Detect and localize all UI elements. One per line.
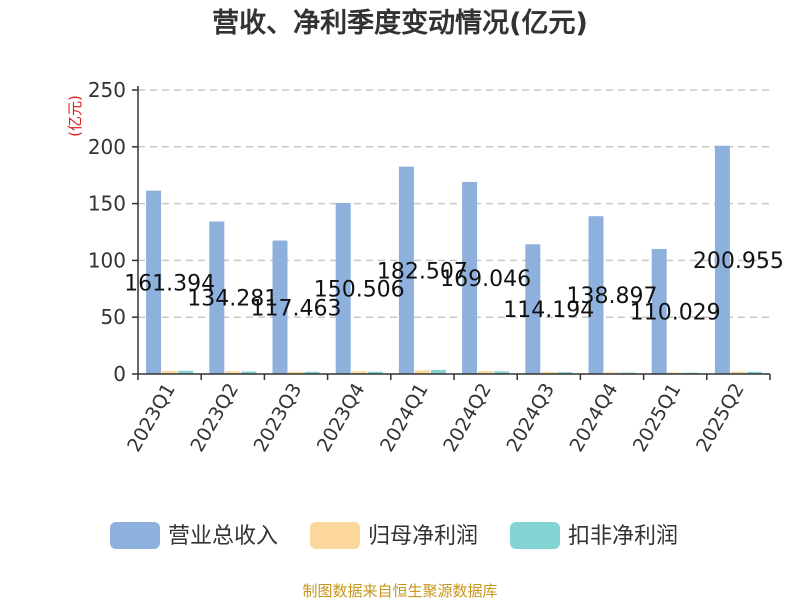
bar-net-profit	[730, 371, 746, 374]
bar-deducted-net-profit	[430, 369, 446, 374]
data-label: 150.506	[314, 278, 405, 303]
data-label: 117.463	[251, 296, 342, 321]
y-tick-label: 0	[113, 362, 126, 386]
bars	[146, 145, 762, 374]
data-label: 114.194	[503, 298, 594, 323]
data-label: 182.507	[377, 259, 468, 284]
legend: 营业总收入 归母净利润 扣非净利润	[110, 522, 678, 549]
bar-revenue	[462, 181, 478, 374]
bar-revenue	[398, 166, 414, 374]
bar-deducted-net-profit	[557, 372, 573, 374]
y-tick-label: 50	[101, 305, 126, 329]
data-label: 134.281	[187, 287, 278, 312]
y-tick-label: 150	[88, 192, 126, 216]
x-tick-label: 2023Q4	[313, 380, 370, 456]
bar-net-profit	[541, 371, 557, 374]
bar-deducted-net-profit	[304, 371, 320, 374]
grid-lines	[138, 89, 770, 318]
bar-net-profit	[414, 370, 430, 374]
x-tick-label: 2024Q1	[376, 380, 433, 456]
x-tick-label: 2024Q3	[502, 380, 559, 456]
bar-revenue	[146, 190, 162, 374]
x-tick-label: 2024Q4	[566, 380, 623, 456]
data-label: 169.046	[440, 267, 531, 292]
y-axis-unit-label: (亿元)	[66, 95, 84, 137]
x-tick-label: 2023Q2	[186, 380, 243, 456]
legend-swatch	[310, 522, 360, 549]
bar-net-profit	[288, 371, 304, 374]
x-tick-label: 2023Q3	[250, 380, 307, 456]
bar-net-profit	[604, 372, 620, 374]
data-label: 200.955	[693, 249, 784, 274]
bar-deducted-net-profit	[367, 371, 383, 374]
legend-swatch	[510, 522, 560, 549]
data-labels: 161.394134.281117.463150.506182.507169.0…	[124, 249, 784, 326]
bar-deducted-net-profit	[178, 370, 194, 374]
bar-revenue	[209, 221, 225, 374]
bar-net-profit	[225, 371, 241, 374]
x-tick-label: 2025Q1	[629, 380, 686, 456]
bar-deducted-net-profit	[241, 371, 257, 374]
legend-label: 扣非净利润	[568, 524, 678, 549]
bar-revenue	[651, 249, 667, 374]
legend-label: 归母净利润	[368, 524, 478, 549]
bar-net-profit	[478, 371, 494, 374]
data-label: 161.394	[124, 271, 215, 296]
bar-deducted-net-profit	[746, 371, 762, 374]
x-tick-label: 2025Q2	[692, 380, 749, 456]
bar-revenue	[714, 145, 730, 374]
legend-swatch	[110, 522, 160, 549]
y-tick-label: 100	[88, 248, 126, 272]
bar-net-profit	[351, 371, 367, 374]
bar-revenue	[335, 203, 351, 374]
bar-net-profit	[667, 372, 683, 374]
x-tick-label: 2023Q1	[123, 380, 180, 456]
x-tick-label: 2024Q2	[439, 380, 496, 456]
y-tick-label: 250	[88, 78, 126, 102]
bar-revenue	[525, 244, 541, 374]
y-tick-label: 200	[88, 135, 126, 159]
bar-net-profit	[162, 370, 178, 374]
source-note: 制图数据来自恒生聚源数据库	[302, 582, 497, 600]
bar-deducted-net-profit	[494, 371, 510, 374]
bar-revenue	[588, 216, 604, 374]
chart-title: 营收、净利季度变动情况(亿元)	[212, 7, 588, 39]
data-label: 110.029	[630, 301, 721, 326]
bar-revenue	[272, 240, 288, 374]
legend-label: 营业总收入	[168, 524, 278, 549]
data-label: 138.897	[567, 284, 658, 309]
